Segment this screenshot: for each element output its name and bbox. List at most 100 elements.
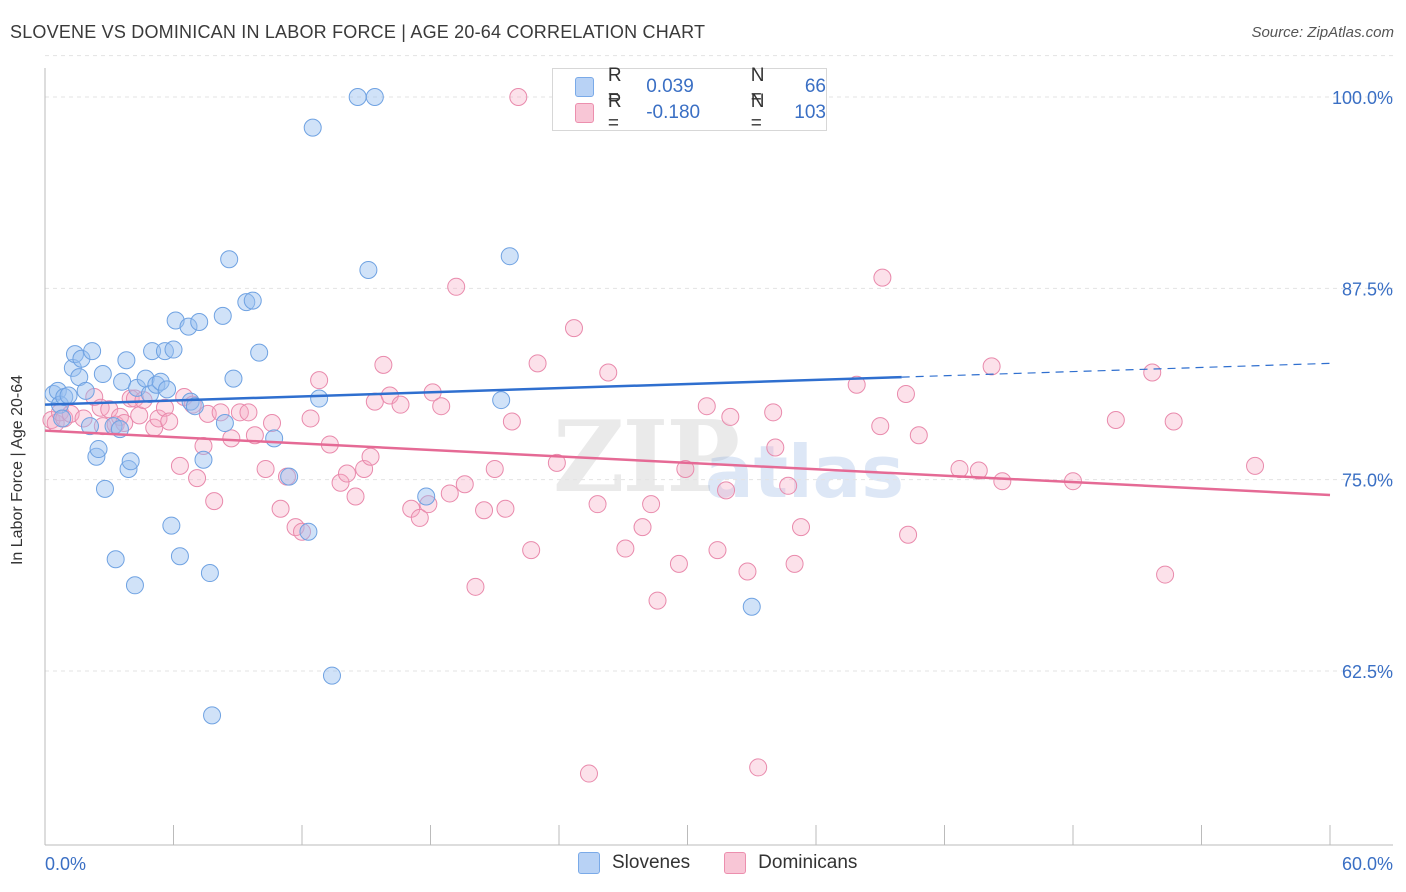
point-dominicans [440,484,459,503]
point-slovenes [310,389,329,408]
point-dominicans [564,319,583,338]
point-slovenes [162,516,181,535]
point-dominicans [100,400,119,419]
point-dominicans [155,398,174,417]
point-slovenes [143,342,162,361]
point-slovenes [220,250,239,269]
point-dominicans [1164,412,1183,431]
point-dominicans [708,541,727,560]
legend-n-label: N = [750,91,765,134]
legend-r-value: -0.180 [646,102,701,123]
point-slovenes [72,349,91,368]
point-slovenes [53,409,72,428]
point-slovenes [213,306,232,325]
point-dominicans [899,525,918,544]
point-dominicans [717,481,736,500]
point-dominicans [738,562,757,581]
point-dominicans [1106,410,1125,429]
point-dominicans [766,438,785,457]
point-slovenes [185,397,204,416]
x-tick-label: 0.0% [45,854,86,874]
point-dominicans [160,412,179,431]
point-dominicans [149,409,168,428]
point-slovenes [250,343,269,362]
legend-r-label: R = [607,91,622,134]
point-dominicans [455,475,474,494]
point-slovenes [179,317,198,336]
point-dominicans [211,403,230,422]
point-slovenes [299,522,318,541]
point-dominicans [188,469,207,488]
point-dominicans [130,406,149,425]
legend-swatch-slovenes [578,852,600,874]
point-dominicans [633,518,652,537]
legend-row-slovenes: R = 0.039 N = 66 [575,65,826,108]
legend-r-label: R = [607,65,622,108]
point-dominicans [509,88,528,106]
point-dominicans [749,758,768,777]
point-dominicans [301,409,320,428]
legend-item-dominicans[interactable]: Dominicans [724,852,857,874]
point-dominicans [205,492,224,511]
point-slovenes [93,365,112,384]
point-dominicans [391,395,410,414]
point-dominicans [993,472,1012,491]
point-dominicans [697,397,716,416]
point-dominicans [293,522,311,541]
point-slovenes [125,576,144,595]
point-dominicans [599,363,618,382]
point-dominicans [588,495,607,514]
point-dominicans [764,403,783,422]
trendline-extension-slovenes [901,362,1331,378]
point-dominicans [648,591,667,610]
point-dominicans [871,417,890,436]
point-slovenes [121,452,140,471]
point-dominicans [1156,565,1175,584]
point-dominicans [365,392,384,411]
point-dominicans [982,357,1001,376]
point-dominicans [331,473,350,492]
point-slovenes [742,597,761,616]
point-slovenes [158,380,177,399]
point-slovenes [215,414,234,433]
point-slovenes [500,247,519,266]
point-dominicans [676,459,695,478]
point-dominicans [346,487,365,506]
point-dominicans [447,277,466,296]
point-slovenes [76,381,95,400]
point-slovenes [243,291,262,310]
point-slovenes [106,550,125,569]
point-slovenes [348,88,367,106]
point-slovenes [119,459,138,478]
point-slovenes [237,293,256,312]
legend-swatch-dominicans [724,852,747,874]
point-dominicans [528,354,547,373]
point-dominicans [779,476,798,495]
point-dominicans [1143,363,1162,382]
point-dominicans [337,464,356,483]
point-dominicans [410,508,429,527]
legend-n-value: 103 [794,102,826,123]
point-dominicans [792,518,811,537]
point-slovenes [303,118,322,137]
trendline-slovenes [44,375,902,406]
point-dominicans [419,495,438,514]
point-slovenes [170,547,189,566]
point-dominicans [222,429,241,448]
point-slovenes [164,340,183,359]
point-dominicans [74,409,93,428]
point-slovenes [417,487,436,506]
legend-item-slovenes[interactable]: Slovenes [578,852,690,874]
point-dominicans [909,426,928,445]
point-dominicans [475,501,494,520]
point-slovenes [200,564,219,583]
source-label: Source: ZipAtlas.com [1251,24,1394,41]
point-dominicans [466,577,485,596]
point-dominicans [721,407,740,426]
point-dominicans [896,384,915,403]
legend-swatch-dominicans [575,103,594,123]
point-dominicans [785,554,804,573]
y-tick-label: 87.5% [1342,279,1393,299]
point-slovenes [190,313,209,332]
legend-r-value: 0.039 [646,76,694,97]
